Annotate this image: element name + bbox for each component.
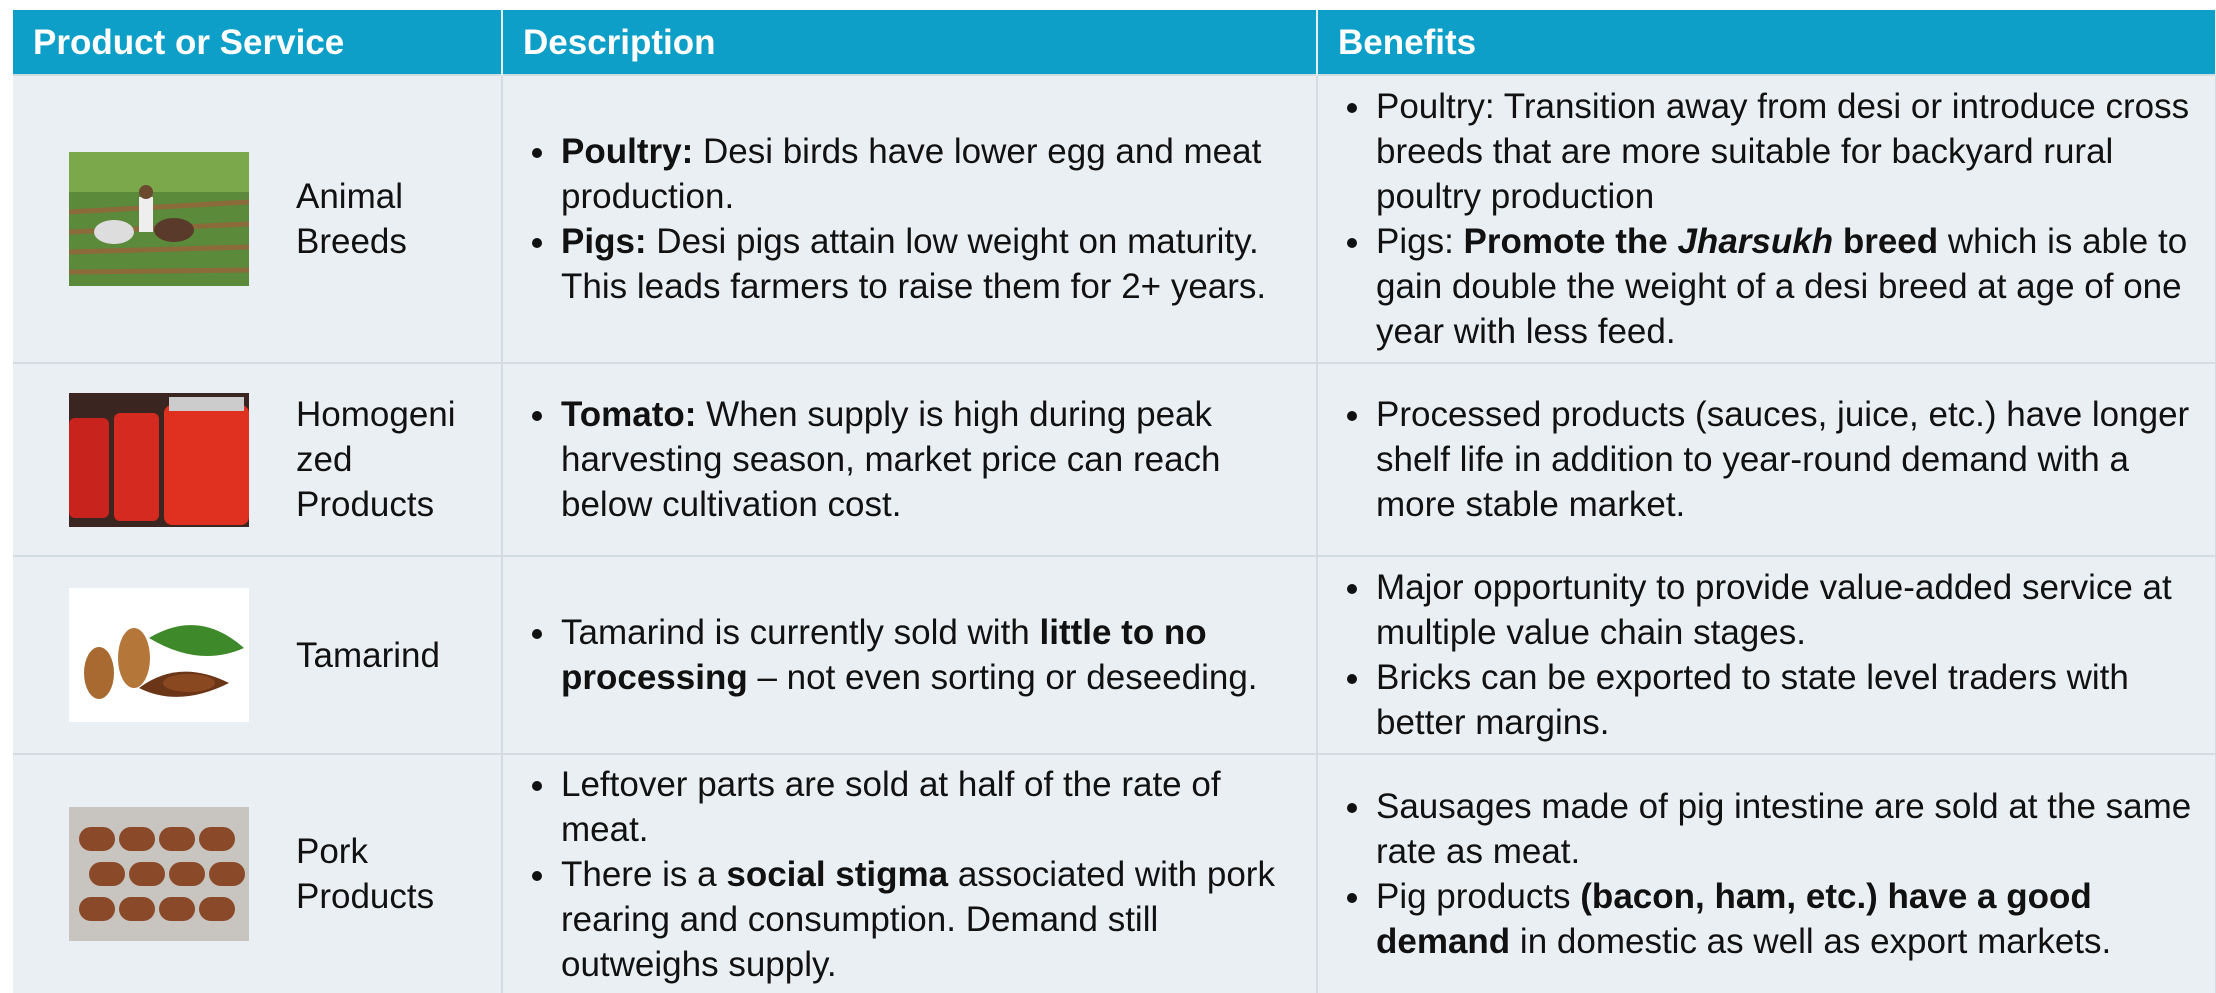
- benefits-cell: Major opportunity to provide value-added…: [1317, 555, 2216, 754]
- product: Tamarind: [13, 588, 501, 722]
- text-run: Tamarind is currently sold with: [561, 613, 1040, 652]
- text-run: Poultry: Transition away from desi or in…: [1376, 87, 2190, 216]
- product-label: Homogenized Products: [296, 395, 456, 524]
- bullet: Pig products (bacon, ham, etc.) have a g…: [1374, 874, 2197, 964]
- description-list: Leftover parts are sold at half of the r…: [503, 762, 1316, 987]
- text-run: Leftover parts are sold at half of the r…: [561, 764, 1221, 849]
- description-cell: Poultry: Desi birds have lower egg and m…: [502, 74, 1318, 363]
- bullet: Processed products (sauces, juice, etc.)…: [1374, 392, 2197, 527]
- text-run: – not even sorting or deseeding.: [747, 658, 1258, 697]
- product-label: Animal Breeds: [296, 177, 407, 261]
- benefits-cell: Processed products (sauces, juice, etc.)…: [1317, 362, 2216, 556]
- bullet: There is a social stigma associated with…: [559, 852, 1298, 987]
- emphasis-run: breed: [1833, 222, 1939, 261]
- product-label: Tamarind: [296, 635, 440, 675]
- table-row: Tamarind Tamarind is currently sold with …: [13, 555, 2216, 754]
- table-row: Animal Breeds Poultry: Desi birds have lo…: [13, 74, 2216, 363]
- product-photo: [69, 807, 249, 941]
- bullet: Leftover parts are sold at half of the r…: [559, 762, 1298, 852]
- text-run: Pig products: [1376, 877, 1581, 916]
- text-run: associated with pork rearing and consump…: [561, 854, 1275, 984]
- bullet: Tamarind is currently sold with little t…: [559, 610, 1298, 700]
- emphasis-run: social stigma: [726, 854, 949, 894]
- description-list: Tamarind is currently sold with little t…: [503, 610, 1316, 700]
- description-cell: Tomato: When supply is high during peak …: [502, 362, 1318, 556]
- header-cell: Product or Service: [13, 10, 503, 75]
- product-cell: Pork Products: [13, 753, 503, 993]
- product: Pork Products: [13, 807, 501, 941]
- table-body: Animal Breeds Poultry: Desi birds have lo…: [13, 74, 2216, 993]
- benefits-list: Major opportunity to provide value-added…: [1318, 565, 2215, 745]
- bullet: Tomato: When supply is high during peak …: [559, 392, 1298, 527]
- description-cell: Tamarind is currently sold with little t…: [502, 555, 1318, 754]
- benefits-cell: Sausages made of pig intestine are sold …: [1317, 753, 2216, 993]
- text-run: There is a: [561, 854, 727, 894]
- table-row: Pork Products Leftover parts are sold at …: [13, 753, 2216, 993]
- emphasis-run: Pigs:: [561, 222, 647, 261]
- product-photo: [69, 152, 249, 286]
- product-cell: Homogenized Products: [13, 362, 503, 556]
- table-row: Homogenized Products Tomato: When supply …: [13, 362, 2216, 556]
- text-run: Desi birds have lower egg and meat produ…: [561, 132, 1262, 216]
- text-run: Processed products (sauces, juice, etc.)…: [1376, 395, 2190, 524]
- product-label: Pork Products: [296, 832, 435, 916]
- emphasis-run: Tomato:: [561, 395, 697, 434]
- text-run: Desi pigs attain low weight on maturity.…: [561, 222, 1267, 306]
- product-photo: [69, 392, 249, 527]
- description-list: Poultry: Desi birds have lower egg and m…: [503, 129, 1316, 309]
- text-run: Sausages made of pig intestine are sold …: [1376, 787, 2192, 871]
- text-run: When supply is high during peak harvesti…: [561, 395, 1221, 524]
- description-cell: Leftover parts are sold at half of the r…: [502, 753, 1318, 993]
- bullet: Bricks can be exported to state level tr…: [1374, 655, 2197, 745]
- text-run: Pigs:: [1376, 222, 1464, 261]
- text-run: Bricks can be exported to state level tr…: [1376, 658, 2129, 742]
- description-list: Tomato: When supply is high during peak …: [503, 392, 1316, 527]
- text-run: in domestic as well as export markets.: [1510, 922, 2112, 961]
- bullet: Poultry: Transition away from desi or in…: [1374, 84, 2197, 219]
- text-run: Major opportunity to provide value-added…: [1376, 568, 2172, 652]
- bullet: Major opportunity to provide value-added…: [1374, 565, 2197, 655]
- benefits-cell: Poultry: Transition away from desi or in…: [1317, 74, 2216, 363]
- benefits-list: Poultry: Transition away from desi or in…: [1318, 84, 2215, 354]
- header-cell: Description: [502, 10, 1318, 75]
- header-row: Product or Service Description Benefits: [13, 10, 2216, 75]
- product: Homogenized Products: [13, 392, 501, 527]
- benefits-list: Sausages made of pig intestine are sold …: [1318, 784, 2215, 964]
- benefits-list: Processed products (sauces, juice, etc.)…: [1318, 392, 2215, 527]
- bullet: Sausages made of pig intestine are sold …: [1374, 784, 2197, 874]
- text-run: which is able to gain double the weight …: [1376, 222, 2188, 351]
- bullet: Poultry: Desi birds have lower egg and m…: [559, 129, 1298, 219]
- product-cell: Animal Breeds: [13, 74, 503, 363]
- product-table: Product or Service Description Benefits …: [13, 10, 2216, 993]
- product-photo: [69, 588, 249, 722]
- emphasis-run: little to no processing: [561, 613, 1207, 697]
- product-cell: Tamarind: [13, 555, 503, 754]
- bullet: Pigs: Desi pigs attain low weight on mat…: [559, 219, 1298, 309]
- emphasis-run: Promote the: [1463, 222, 1678, 261]
- emphasis-run: Jharsukh: [1677, 222, 1834, 261]
- emphasis-run: Poultry:: [561, 132, 694, 171]
- product: Animal Breeds: [13, 152, 501, 286]
- bullet: Pigs: Promote the Jharsukh breed which i…: [1374, 219, 2197, 354]
- emphasis-run: (bacon, ham, etc.) have a good demand: [1376, 877, 2092, 961]
- header-cell: Benefits: [1317, 10, 2216, 75]
